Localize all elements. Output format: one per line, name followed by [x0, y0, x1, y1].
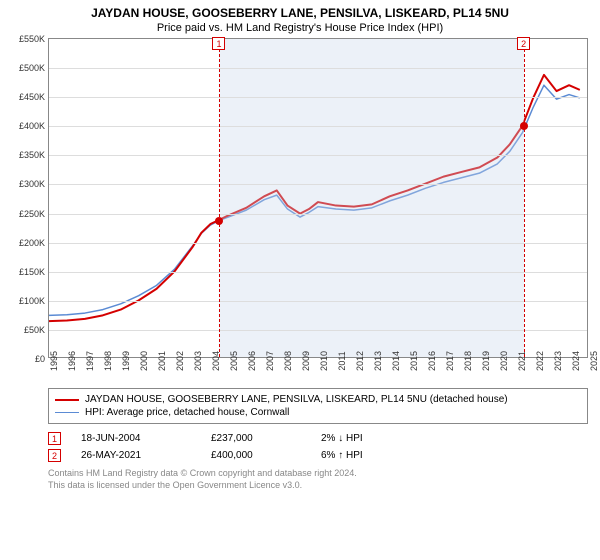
- chart-plot-area: £0£50K£100K£150K£200K£250K£300K£350K£400…: [48, 38, 588, 358]
- chart-title: JAYDAN HOUSE, GOOSEBERRY LANE, PENSILVA,…: [0, 0, 600, 20]
- footer-line2: This data is licensed under the Open Gov…: [48, 480, 588, 492]
- transaction-dot: [215, 217, 223, 225]
- x-axis-label: 1995: [49, 351, 59, 371]
- x-axis-label: 2020: [499, 351, 509, 371]
- y-axis-label: £150K: [19, 267, 45, 277]
- marker-line: [524, 39, 525, 357]
- gridline-h: [49, 301, 587, 302]
- y-axis-label: £100K: [19, 296, 45, 306]
- x-axis-label: 2012: [355, 351, 365, 371]
- legend-row: HPI: Average price, detached house, Corn…: [55, 406, 581, 419]
- x-axis-label: 2022: [535, 351, 545, 371]
- x-axis-label: 2025: [589, 351, 599, 371]
- x-axis-label: 2023: [553, 351, 563, 371]
- x-axis-label: 2008: [283, 351, 293, 371]
- chart-area-wrap: £0£50K£100K£150K£200K£250K£300K£350K£400…: [48, 38, 590, 358]
- gridline-h: [49, 330, 587, 331]
- marker-box: 1: [212, 37, 225, 50]
- transaction-date: 26-MAY-2021: [81, 450, 191, 461]
- marker-line: [219, 39, 220, 357]
- x-axis-label: 1996: [67, 351, 77, 371]
- gridline-h: [49, 155, 587, 156]
- transaction-row: 1 18-JUN-2004 £237,000 2% ↓ HPI: [48, 430, 588, 447]
- legend-label: JAYDAN HOUSE, GOOSEBERRY LANE, PENSILVA,…: [85, 394, 508, 405]
- shaded-range: [219, 39, 524, 357]
- gridline-h: [49, 243, 587, 244]
- transaction-date: 18-JUN-2004: [81, 433, 191, 444]
- x-axis-label: 2010: [319, 351, 329, 371]
- transaction-dot: [520, 122, 528, 130]
- x-axis-label: 2014: [391, 351, 401, 371]
- marker-box: 2: [517, 37, 530, 50]
- y-axis-label: £550K: [19, 34, 45, 44]
- x-axis-label: 2016: [427, 351, 437, 371]
- legend-row: JAYDAN HOUSE, GOOSEBERRY LANE, PENSILVA,…: [55, 393, 581, 406]
- legend-swatch: [55, 399, 79, 401]
- x-axis-label: 2002: [175, 351, 185, 371]
- transactions-table: 1 18-JUN-2004 £237,000 2% ↓ HPI 2 26-MAY-2021…: [48, 430, 588, 464]
- transaction-id-box: 2: [48, 449, 61, 462]
- x-axis-label: 2001: [157, 351, 167, 371]
- footer-line1: Contains HM Land Registry data © Crown c…: [48, 468, 588, 480]
- x-axis-label: 1997: [85, 351, 95, 371]
- x-axis-label: 2015: [409, 351, 419, 371]
- legend-label: HPI: Average price, detached house, Corn…: [85, 407, 289, 418]
- x-axis-label: 2006: [247, 351, 257, 371]
- footer-attribution: Contains HM Land Registry data © Crown c…: [48, 468, 588, 491]
- x-axis-label: 1998: [103, 351, 113, 371]
- y-axis-label: £200K: [19, 238, 45, 248]
- transaction-price: £400,000: [211, 450, 301, 461]
- y-axis-label: £350K: [19, 150, 45, 160]
- y-axis-label: £0: [35, 354, 45, 364]
- gridline-h: [49, 68, 587, 69]
- gridline-h: [49, 97, 587, 98]
- y-axis-label: £300K: [19, 179, 45, 189]
- x-axis-label: 2005: [229, 351, 239, 371]
- transaction-delta: 6% ↑ HPI: [321, 450, 411, 461]
- gridline-h: [49, 126, 587, 127]
- y-axis-label: £450K: [19, 92, 45, 102]
- legend-swatch: [55, 412, 79, 413]
- gridline-h: [49, 214, 587, 215]
- x-axis-label: 2019: [481, 351, 491, 371]
- x-axis-label: 2018: [463, 351, 473, 371]
- x-axis-label: 2011: [337, 351, 347, 370]
- y-axis-label: £400K: [19, 121, 45, 131]
- x-axis-label: 2007: [265, 351, 275, 371]
- x-axis-label: 2021: [517, 351, 527, 371]
- x-axis-label: 2009: [301, 351, 311, 371]
- x-axis-label: 2003: [193, 351, 203, 371]
- gridline-h: [49, 184, 587, 185]
- y-axis-label: £500K: [19, 63, 45, 73]
- x-axis-label: 2000: [139, 351, 149, 371]
- y-axis-label: £50K: [24, 325, 45, 335]
- x-axis-label: 2017: [445, 351, 455, 371]
- x-axis-label: 1999: [121, 351, 131, 371]
- transaction-delta: 2% ↓ HPI: [321, 433, 411, 444]
- transaction-row: 2 26-MAY-2021 £400,000 6% ↑ HPI: [48, 447, 588, 464]
- gridline-h: [49, 272, 587, 273]
- chart-container: JAYDAN HOUSE, GOOSEBERRY LANE, PENSILVA,…: [0, 0, 600, 560]
- x-axis-label: 2024: [571, 351, 581, 371]
- chart-subtitle: Price paid vs. HM Land Registry's House …: [0, 20, 600, 38]
- transaction-price: £237,000: [211, 433, 301, 444]
- x-axis-label: 2013: [373, 351, 383, 371]
- legend-box: JAYDAN HOUSE, GOOSEBERRY LANE, PENSILVA,…: [48, 388, 588, 424]
- transaction-id-box: 1: [48, 432, 61, 445]
- y-axis-label: £250K: [19, 209, 45, 219]
